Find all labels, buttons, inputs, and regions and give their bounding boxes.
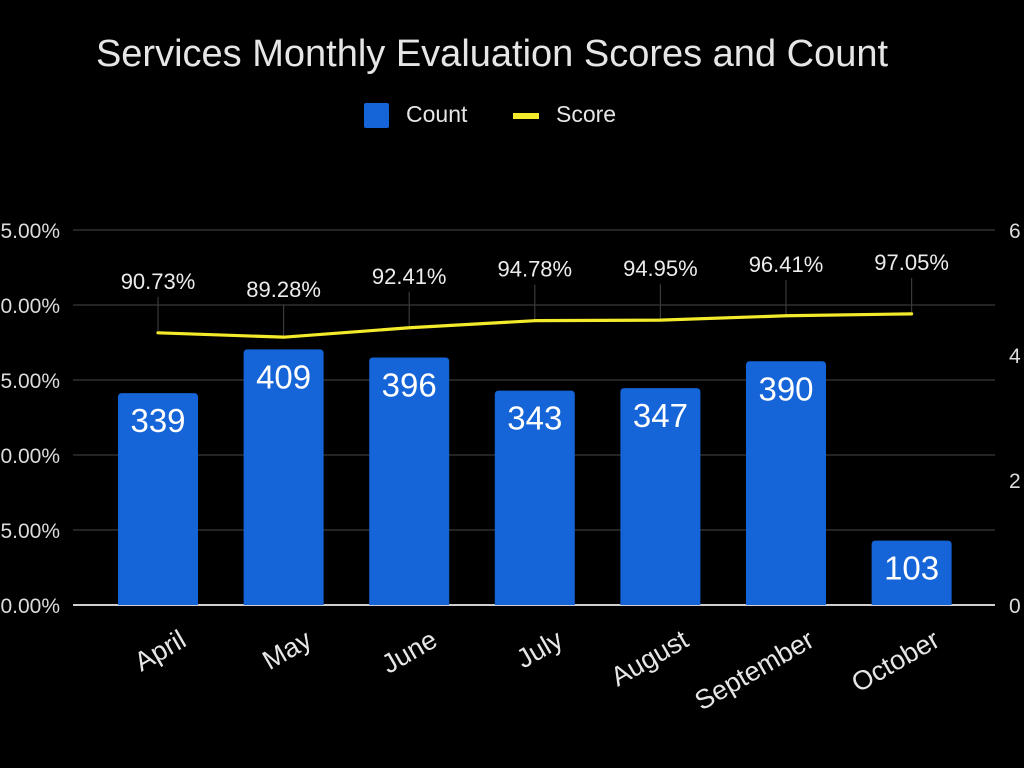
score-data-labels: 90.73% 89.28% 92.41% 94.78% 94.95% 96.41% 97.0… <box>121 250 949 302</box>
legend-score-swatch <box>513 113 539 119</box>
score-series <box>156 312 914 339</box>
x-axis-label: May <box>257 624 317 676</box>
count-bar-label: 396 <box>382 367 437 404</box>
score-point-label: 89.28% <box>246 277 321 302</box>
left-axis-tick-label: 0.00% <box>0 595 60 618</box>
count-bar <box>118 393 198 605</box>
legend-count-swatch <box>364 103 389 128</box>
chart-title: Services Monthly Evaluation Scores and C… <box>96 33 889 75</box>
x-axis-label: June <box>376 624 442 679</box>
legend-count-label: Count <box>406 101 468 127</box>
count-bar-label: 390 <box>758 370 813 407</box>
legend-score-label: Score <box>556 101 616 127</box>
x-axis-label: August <box>606 624 694 692</box>
score-point-label: 94.78% <box>497 257 572 282</box>
right-axis-tick-label: 0 <box>1009 595 1021 618</box>
left-axis-tick-label: 5.00% <box>0 370 60 393</box>
left-axis: 0.00% 5.00% 0.00% 5.00% 0.00% 5.00% <box>0 220 60 618</box>
score-line <box>156 312 914 339</box>
count-bar <box>620 388 701 605</box>
score-point-label: 90.73% <box>121 269 196 294</box>
count-bar-label: 409 <box>256 358 311 395</box>
count-data-labels: 339 409 396 343 347 390 103 <box>130 358 939 586</box>
right-axis-tick-label: 6 <box>1009 220 1021 243</box>
x-axis-label: October <box>846 624 944 698</box>
left-axis-tick-label: 5.00% <box>0 520 60 543</box>
right-axis-tick-label: 4 <box>1009 345 1021 368</box>
count-bar <box>871 540 952 605</box>
left-axis-tick-label: 0.00% <box>0 445 60 468</box>
score-point-label: 94.95% <box>623 256 698 281</box>
right-axis: 0 2 4 6 <box>1009 220 1021 618</box>
score-point-label: 92.41% <box>372 264 447 289</box>
legend: Count Score <box>364 101 616 128</box>
count-bar-label: 343 <box>507 400 562 437</box>
left-axis-tick-label: 0.00% <box>0 295 60 318</box>
score-point-label: 97.05% <box>874 250 949 275</box>
x-axis-label: July <box>511 624 568 674</box>
score-point-label: 96.41% <box>749 252 824 277</box>
count-bar <box>494 390 575 605</box>
data-label-leaders <box>157 277 913 338</box>
count-bar <box>369 357 450 605</box>
count-bar <box>746 361 826 605</box>
right-axis-tick-label: 2 <box>1009 470 1021 493</box>
left-axis-tick-label: 5.00% <box>0 220 60 243</box>
x-axis-label: April <box>129 624 191 677</box>
count-bar-label: 339 <box>130 402 185 439</box>
count-bar-label: 103 <box>884 550 939 587</box>
count-bar-label: 347 <box>633 397 688 434</box>
count-bar <box>243 349 324 605</box>
x-axis-label: September <box>690 624 819 716</box>
count-bars <box>118 349 952 605</box>
